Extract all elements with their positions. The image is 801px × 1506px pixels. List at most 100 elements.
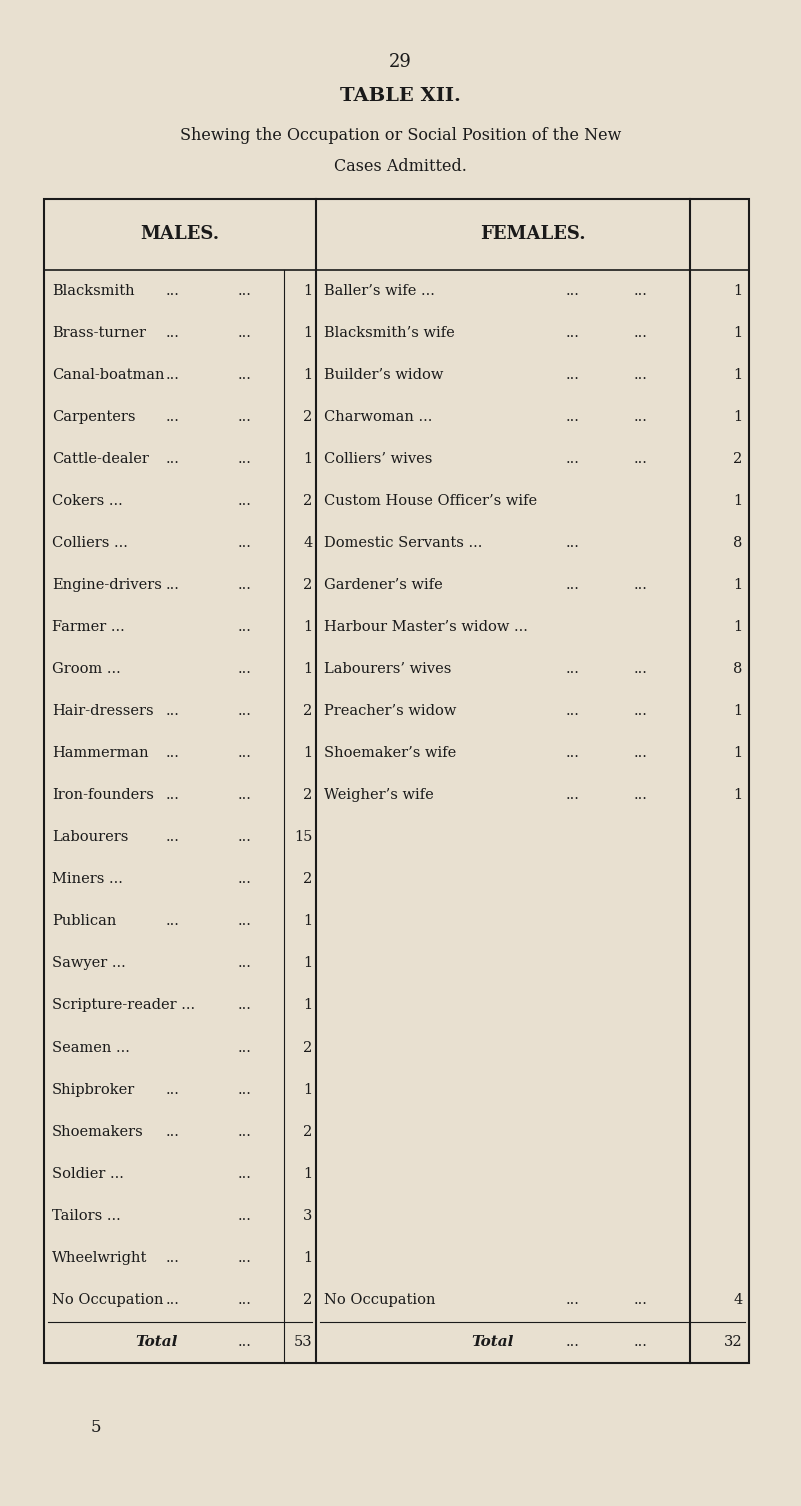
Text: 5: 5 [91, 1419, 102, 1437]
Text: Total: Total [135, 1334, 177, 1349]
Text: ...: ... [237, 536, 252, 550]
Text: 2: 2 [733, 452, 743, 465]
Text: Gardener’s wife: Gardener’s wife [324, 578, 443, 592]
Text: 1: 1 [734, 283, 743, 298]
Text: ...: ... [237, 410, 252, 423]
Text: 1: 1 [304, 663, 312, 676]
Text: 1: 1 [304, 1167, 312, 1181]
Text: 29: 29 [389, 53, 412, 71]
Text: 1: 1 [304, 283, 312, 298]
Text: 1: 1 [304, 1083, 312, 1096]
Text: ...: ... [566, 745, 580, 761]
Text: 1: 1 [304, 452, 312, 465]
Text: ...: ... [237, 998, 252, 1012]
Text: ...: ... [237, 1125, 252, 1139]
Text: ...: ... [165, 367, 179, 381]
Text: 2: 2 [303, 1041, 312, 1054]
Text: 2: 2 [303, 788, 312, 803]
Text: ...: ... [237, 367, 252, 381]
Text: 15: 15 [294, 830, 312, 845]
Text: 4: 4 [303, 536, 312, 550]
Text: ...: ... [165, 788, 179, 803]
Text: 2: 2 [303, 705, 312, 718]
Text: ...: ... [237, 1251, 252, 1265]
Text: ...: ... [165, 1292, 179, 1307]
Text: ...: ... [566, 1292, 580, 1307]
Text: ...: ... [634, 705, 648, 718]
Text: ...: ... [237, 1041, 252, 1054]
Text: Shoemaker’s wife: Shoemaker’s wife [324, 745, 457, 761]
Text: 53: 53 [294, 1334, 312, 1349]
Text: ...: ... [165, 745, 179, 761]
Text: ...: ... [634, 745, 648, 761]
Text: ...: ... [566, 663, 580, 676]
Text: 1: 1 [304, 914, 312, 928]
Text: 2: 2 [303, 578, 312, 592]
Text: Shipbroker: Shipbroker [52, 1083, 135, 1096]
Text: ...: ... [634, 1292, 648, 1307]
Text: ...: ... [165, 830, 179, 845]
Text: No Occupation: No Occupation [324, 1292, 436, 1307]
Text: ...: ... [237, 745, 252, 761]
Text: ...: ... [634, 578, 648, 592]
Text: Groom ...: Groom ... [52, 663, 121, 676]
Text: Shoemakers: Shoemakers [52, 1125, 144, 1139]
Text: Colliers’ wives: Colliers’ wives [324, 452, 433, 465]
Text: Charwoman ...: Charwoman ... [324, 410, 433, 423]
Text: ...: ... [237, 325, 252, 340]
Text: Baller’s wife ...: Baller’s wife ... [324, 283, 435, 298]
Text: 1: 1 [304, 1251, 312, 1265]
Text: ...: ... [634, 367, 648, 381]
Text: Preacher’s widow: Preacher’s widow [324, 705, 457, 718]
Text: ...: ... [237, 578, 252, 592]
Text: Soldier ...: Soldier ... [52, 1167, 124, 1181]
Text: Blacksmith: Blacksmith [52, 283, 135, 298]
Text: ...: ... [237, 1167, 252, 1181]
Text: ...: ... [634, 325, 648, 340]
Text: ...: ... [566, 283, 580, 298]
Text: ...: ... [566, 788, 580, 803]
Text: ...: ... [566, 536, 580, 550]
Text: ...: ... [566, 410, 580, 423]
Text: Miners ...: Miners ... [52, 872, 123, 887]
Text: ...: ... [566, 452, 580, 465]
Text: ...: ... [165, 914, 179, 928]
Text: ...: ... [237, 283, 252, 298]
Text: ...: ... [165, 410, 179, 423]
Text: Carpenters: Carpenters [52, 410, 135, 423]
Text: Custom House Officer’s wife: Custom House Officer’s wife [324, 494, 537, 508]
Text: 1: 1 [734, 494, 743, 508]
Text: Domestic Servants ...: Domestic Servants ... [324, 536, 483, 550]
Text: ...: ... [634, 788, 648, 803]
Text: TABLE XII.: TABLE XII. [340, 87, 461, 105]
Text: Cokers ...: Cokers ... [52, 494, 123, 508]
Text: 1: 1 [734, 367, 743, 381]
Text: 2: 2 [303, 410, 312, 423]
Text: Builder’s widow: Builder’s widow [324, 367, 444, 381]
Text: ...: ... [165, 578, 179, 592]
Text: 1: 1 [734, 578, 743, 592]
Text: ...: ... [634, 663, 648, 676]
Text: ...: ... [634, 283, 648, 298]
Text: Labourers: Labourers [52, 830, 128, 845]
Text: 8: 8 [733, 663, 743, 676]
Text: Cases Admitted.: Cases Admitted. [334, 158, 467, 175]
Text: ...: ... [165, 1083, 179, 1096]
Text: 2: 2 [303, 872, 312, 887]
Text: ...: ... [237, 956, 252, 970]
Text: 1: 1 [304, 367, 312, 381]
Text: 1: 1 [734, 620, 743, 634]
Text: 1: 1 [734, 705, 743, 718]
Text: 1: 1 [304, 956, 312, 970]
Text: Tailors ...: Tailors ... [52, 1209, 121, 1223]
Text: ...: ... [566, 325, 580, 340]
Text: Hair-dressers: Hair-dressers [52, 705, 154, 718]
Text: 1: 1 [304, 745, 312, 761]
Text: Brass-turner: Brass-turner [52, 325, 146, 340]
Text: 4: 4 [733, 1292, 743, 1307]
Text: 1: 1 [734, 788, 743, 803]
Text: FEMALES.: FEMALES. [480, 226, 586, 242]
Text: 1: 1 [304, 620, 312, 634]
Text: ...: ... [237, 788, 252, 803]
Text: Seamen ...: Seamen ... [52, 1041, 130, 1054]
